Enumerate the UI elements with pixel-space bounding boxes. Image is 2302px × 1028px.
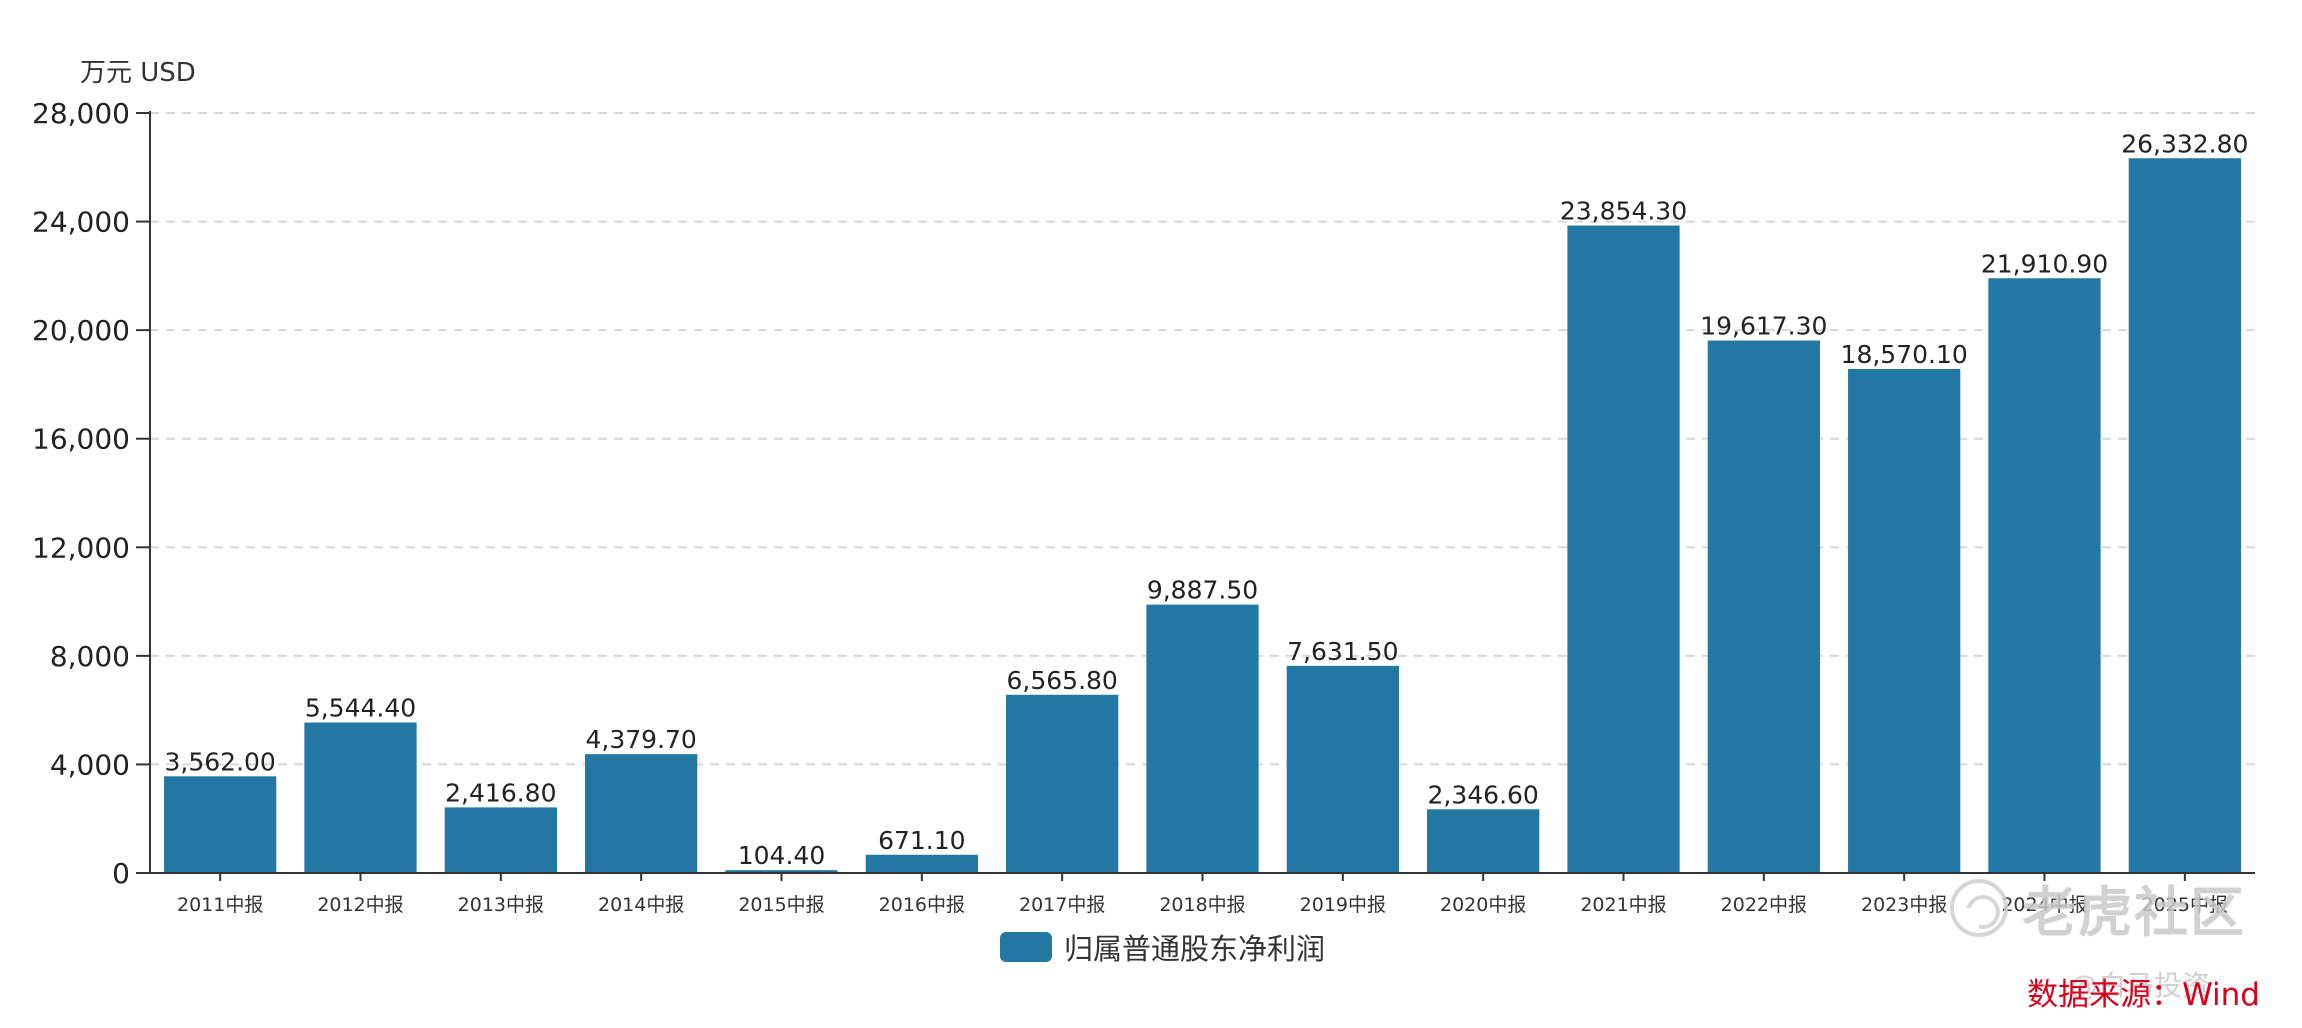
x-tick-label: 2017中报 <box>1019 894 1105 916</box>
x-tick-label: 2011中报 <box>177 894 263 916</box>
bar[interactable] <box>1567 225 1680 874</box>
data-label: 2,346.60 <box>1428 780 1539 809</box>
data-label: 21,910.90 <box>1981 249 2108 278</box>
data-label: 18,570.10 <box>1841 340 1968 369</box>
x-tick-label: 2022中报 <box>1721 894 1807 916</box>
y-axis-unit: 万元 USD <box>80 58 196 88</box>
data-label: 2,416.80 <box>445 778 556 807</box>
bar[interactable] <box>725 870 838 873</box>
bar[interactable] <box>1427 809 1540 873</box>
data-label: 9,887.50 <box>1147 576 1258 605</box>
bars: 3,562.00 5,544.40 2,416.80 4,379.70 104.40 67… <box>164 129 2248 874</box>
data-source: 数据来源：Wind <box>2027 977 2260 1013</box>
bar[interactable] <box>2128 158 2241 874</box>
bar[interactable] <box>1286 665 1399 873</box>
x-tick-label: 2013中报 <box>458 894 544 916</box>
bar[interactable] <box>865 854 978 873</box>
x-tick-label: 2018中报 <box>1159 894 1245 916</box>
data-label: 19,617.30 <box>1700 312 1827 341</box>
y-tick-label: 12,000 <box>32 531 130 564</box>
data-label: 3,562.00 <box>165 747 276 776</box>
x-tick-label: 2020中报 <box>1440 894 1526 916</box>
bar[interactable] <box>304 722 417 873</box>
y-tick-label: 8,000 <box>50 640 130 673</box>
y-tick-label: 28,000 <box>32 97 130 130</box>
watermark-text: 老虎社区 <box>2022 881 2246 944</box>
watermark: 老虎社区 <box>1950 868 2246 947</box>
bar[interactable] <box>444 807 557 873</box>
x-tick-label: 2015中报 <box>738 894 824 916</box>
legend-label: 归属普通股东净利润 <box>1064 932 1326 966</box>
y-tick-label: 20,000 <box>32 314 130 347</box>
x-tick-label: 2025中报 <box>2142 894 2228 916</box>
x-tick-label: 2019中报 <box>1300 894 1386 916</box>
y-tick-label: 0 <box>112 857 130 890</box>
data-label: 104.40 <box>738 841 825 870</box>
data-label: 23,854.30 <box>1560 197 1687 226</box>
bar[interactable] <box>1146 604 1259 873</box>
y-tick-label: 16,000 <box>32 423 130 456</box>
x-tick-label: 2014中报 <box>598 894 684 916</box>
data-label: 4,379.70 <box>586 725 697 754</box>
bar[interactable] <box>164 776 277 873</box>
watermark-user: @白马投资 <box>2070 969 2211 1002</box>
y-tick-label: 4,000 <box>50 748 130 781</box>
y-axis: 0 4,000 8,000 12,000 16,000 20,000 24,000 28,00… <box>32 97 151 890</box>
x-tick-label: 2024中报 <box>2001 894 2087 916</box>
bar[interactable] <box>1006 694 1119 873</box>
data-label: 6,565.80 <box>1007 666 1118 695</box>
x-tick-label: 2012中报 <box>317 894 403 916</box>
x-axis: 2011中报 2012中报 2013中报 2014中报 2015中报 2016中报 2017… <box>150 872 2255 916</box>
x-tick-label: 2023中报 <box>1861 894 1947 916</box>
bar[interactable] <box>1707 340 1820 874</box>
bar[interactable] <box>585 754 698 873</box>
y-tick-label: 24,000 <box>32 206 130 239</box>
legend-swatch <box>1000 932 1052 962</box>
bar[interactable] <box>1988 278 2101 873</box>
x-tick-label: 2021中报 <box>1580 894 1666 916</box>
data-label: 5,544.40 <box>305 694 416 723</box>
legend[interactable]: 归属普通股东净利润 <box>1000 926 1325 968</box>
data-label: 26,332.80 <box>2121 129 2248 158</box>
bar[interactable] <box>1848 368 1961 873</box>
data-label: 671.10 <box>878 826 965 855</box>
data-label: 7,631.50 <box>1287 637 1398 666</box>
tiger-logo-icon <box>1950 878 2008 937</box>
x-tick-label: 2016中报 <box>879 894 965 916</box>
